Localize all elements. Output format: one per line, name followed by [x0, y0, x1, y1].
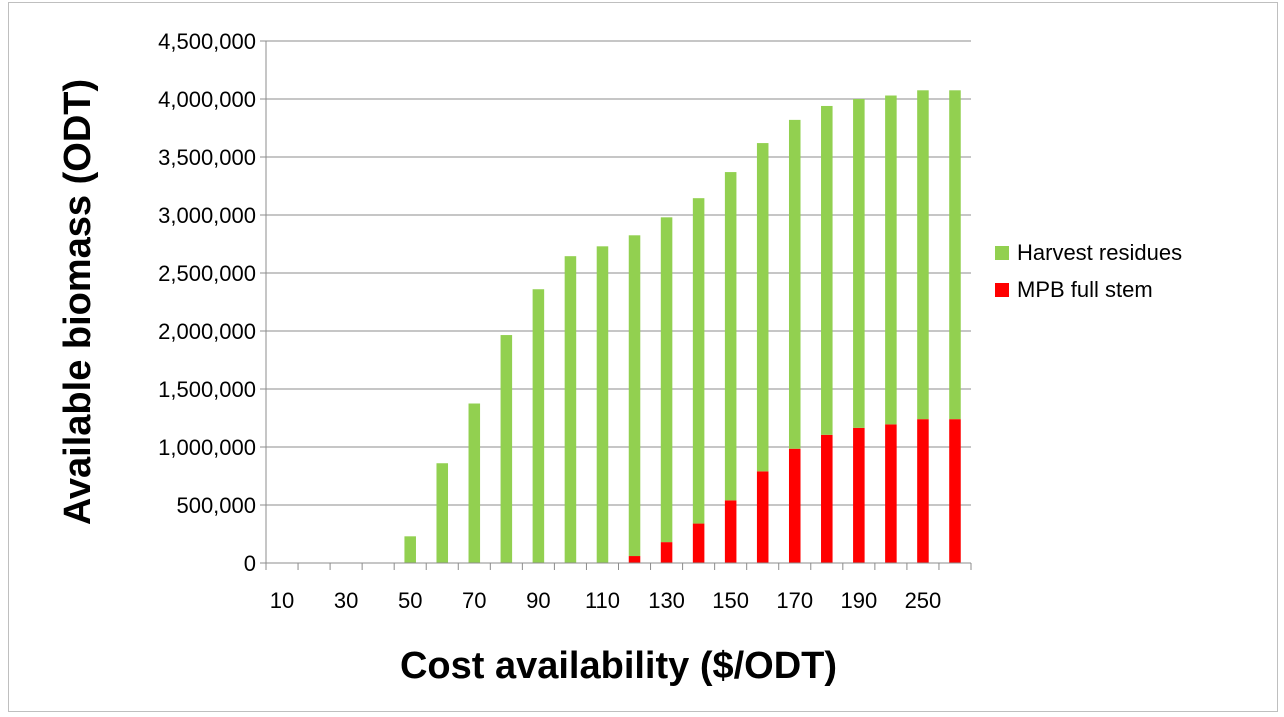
bar-harvest-residues — [532, 289, 545, 563]
y-tick-label: 1,500,000 — [158, 377, 256, 402]
x-tick-labels: 10 30 50 70 90 110 130 150 170 190 250 — [270, 588, 942, 613]
bar-harvest-residues — [596, 246, 609, 563]
bars — [404, 90, 961, 563]
bar-mpb-full-stem — [853, 427, 865, 563]
y-tick-label: 3,000,000 — [158, 203, 256, 228]
x-tick-label: 170 — [776, 588, 813, 613]
stacked-bar-chart: 0 500,000 1,000,000 1,500,000 2,000,000 2,500… — [57, 29, 1182, 687]
gridlines — [266, 40, 971, 506]
legend-swatch — [995, 283, 1009, 297]
legend-label: Harvest residues — [1017, 240, 1182, 265]
bar-mpb-full-stem — [756, 471, 769, 563]
bar-harvest-residues — [564, 256, 577, 563]
x-tick-label: 10 — [270, 588, 294, 613]
bar-harvest-residues — [724, 172, 737, 501]
bar-harvest-residues — [404, 536, 416, 563]
bar-harvest-residues — [436, 463, 449, 563]
legend: Harvest residues MPB full stem — [995, 240, 1182, 302]
bar-mpb-full-stem — [821, 434, 833, 563]
bar-mpb-full-stem — [917, 419, 929, 563]
axes — [260, 40, 972, 570]
y-tick-label: 0 — [244, 551, 256, 576]
x-tick-label: 110 — [585, 588, 620, 613]
x-axis-title: Cost availability ($/ODT) — [400, 645, 837, 687]
x-tick-label: 250 — [905, 588, 942, 613]
x-tick-label: 90 — [526, 588, 550, 613]
x-tick-label: 150 — [712, 588, 749, 613]
bar-harvest-residues — [917, 90, 929, 420]
bar-harvest-residues — [692, 198, 705, 524]
y-tick-label: 2,000,000 — [158, 319, 256, 344]
x-tick-label: 30 — [334, 588, 358, 613]
bar-mpb-full-stem — [949, 419, 961, 563]
y-tick-label: 3,500,000 — [158, 145, 256, 170]
bar-harvest-residues — [660, 217, 673, 543]
bar-harvest-residues — [853, 99, 865, 428]
y-axis-title: Available biomass (ODT) — [57, 79, 99, 525]
legend-swatch — [995, 246, 1009, 260]
x-tick-label: 130 — [648, 588, 685, 613]
bar-mpb-full-stem — [660, 542, 673, 563]
bar-harvest-residues — [628, 235, 641, 557]
bar-mpb-full-stem — [628, 556, 641, 563]
x-tick-label: 50 — [398, 588, 422, 613]
bar-harvest-residues — [756, 143, 769, 472]
bar-harvest-residues — [885, 95, 897, 425]
y-tick-label: 2,500,000 — [158, 261, 256, 286]
y-tick-label: 1,000,000 — [158, 435, 256, 460]
bar-mpb-full-stem — [692, 523, 705, 563]
y-tick-label: 500,000 — [176, 493, 256, 518]
bar-mpb-full-stem — [788, 448, 801, 563]
y-tick-label: 4,000,000 — [158, 87, 256, 112]
y-tick-label: 4,500,000 — [158, 29, 256, 54]
bar-harvest-residues — [788, 119, 801, 449]
bar-harvest-residues — [821, 105, 833, 435]
legend-label: MPB full stem — [1017, 277, 1153, 302]
bar-harvest-residues — [468, 403, 481, 563]
bar-harvest-residues — [500, 335, 513, 563]
x-tick-label: 190 — [840, 588, 877, 613]
chart-frame: 0 500,000 1,000,000 1,500,000 2,000,000 2,500… — [8, 2, 1278, 712]
y-tick-labels: 0 500,000 1,000,000 1,500,000 2,000,000 2,500… — [158, 29, 256, 576]
bar-mpb-full-stem — [885, 424, 897, 563]
bar-harvest-residues — [949, 90, 961, 420]
bar-mpb-full-stem — [724, 500, 737, 563]
x-tick-label: 70 — [462, 588, 486, 613]
